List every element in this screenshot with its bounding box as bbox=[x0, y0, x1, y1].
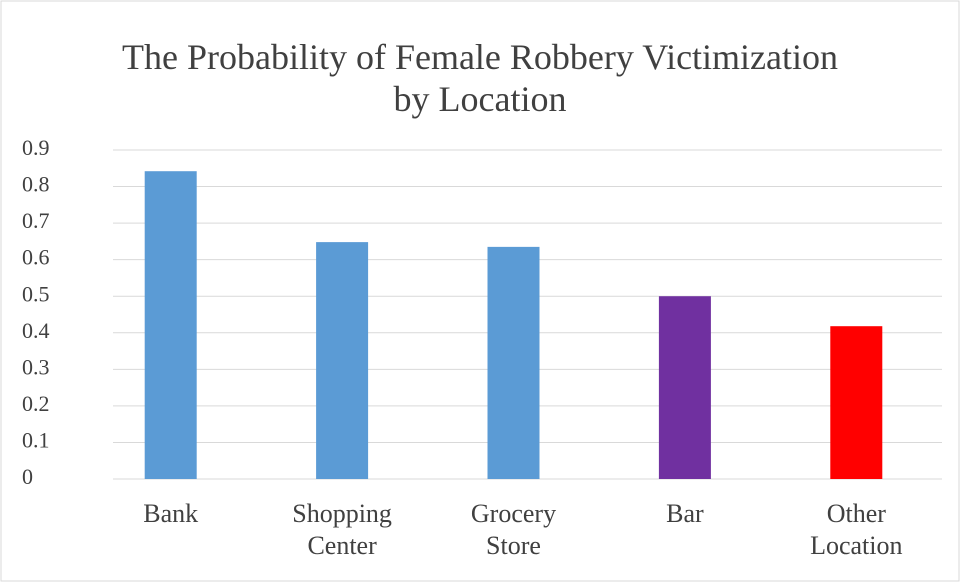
y-tick-label: 0.4 bbox=[22, 318, 50, 343]
x-tick-label: Bank bbox=[143, 499, 199, 528]
chart-title: The Probability of Female Robbery Victim… bbox=[121, 37, 839, 119]
x-tick-label: Shopping Center bbox=[292, 499, 392, 560]
x-tick-label: Other Location bbox=[810, 499, 903, 560]
bar bbox=[316, 242, 369, 479]
y-tick-label: 0.7 bbox=[22, 208, 50, 233]
y-tick-label: 0.2 bbox=[22, 391, 50, 416]
y-tick-label: 0.3 bbox=[22, 354, 50, 379]
y-tick-label: 0.6 bbox=[22, 245, 50, 270]
y-tick-label: 0.8 bbox=[22, 172, 50, 197]
bar bbox=[830, 326, 883, 479]
x-tick-label: Bar bbox=[666, 499, 704, 528]
bar bbox=[487, 246, 540, 479]
bar bbox=[658, 296, 711, 479]
y-tick-label: 0.1 bbox=[22, 427, 50, 452]
y-tick-label: 0 bbox=[22, 464, 33, 489]
y-tick-label: 0.9 bbox=[22, 135, 50, 160]
bar bbox=[144, 171, 197, 480]
y-tick-label: 0.5 bbox=[22, 281, 50, 306]
x-tick-label: Grocery Store bbox=[470, 499, 557, 560]
